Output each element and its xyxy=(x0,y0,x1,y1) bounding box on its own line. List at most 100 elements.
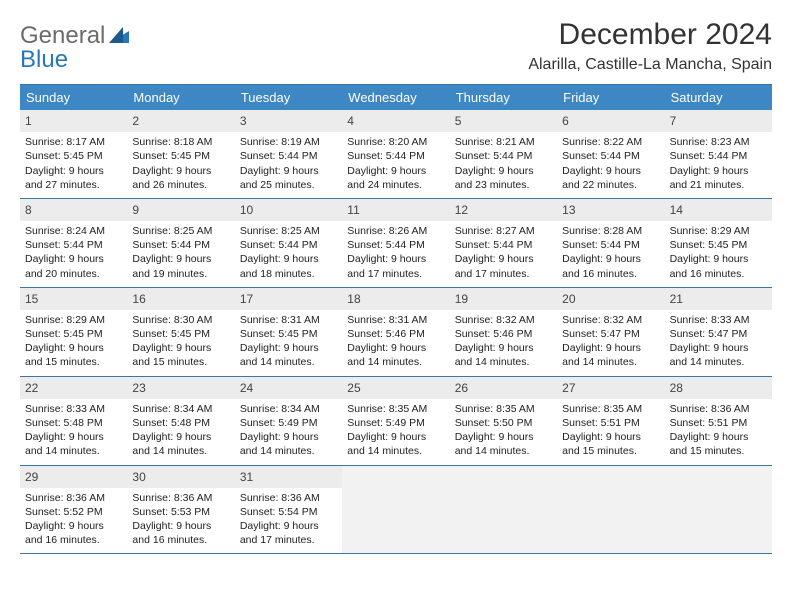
day-daylight1: Daylight: 9 hours xyxy=(562,341,659,355)
calendar-day: 27Sunrise: 8:35 AMSunset: 5:51 PMDayligh… xyxy=(557,377,664,465)
day-content: Sunrise: 8:35 AMSunset: 5:49 PMDaylight:… xyxy=(342,402,449,459)
day-daylight1: Daylight: 9 hours xyxy=(455,341,552,355)
day-sunset: Sunset: 5:44 PM xyxy=(240,238,337,252)
day-number: 26 xyxy=(450,377,557,399)
day-sunset: Sunset: 5:45 PM xyxy=(25,149,122,163)
day-daylight1: Daylight: 9 hours xyxy=(25,430,122,444)
day-content: Sunrise: 8:18 AMSunset: 5:45 PMDaylight:… xyxy=(127,135,234,192)
day-content: Sunrise: 8:25 AMSunset: 5:44 PMDaylight:… xyxy=(127,224,234,281)
day-daylight2: and 20 minutes. xyxy=(25,267,122,281)
day-daylight2: and 14 minutes. xyxy=(347,355,444,369)
day-daylight2: and 21 minutes. xyxy=(670,178,767,192)
day-daylight1: Daylight: 9 hours xyxy=(132,164,229,178)
day-daylight2: and 14 minutes. xyxy=(240,444,337,458)
calendar-day: 1 Sunrise: 8:17 AMSunset: 5:45 PMDaylight… xyxy=(20,110,127,198)
dow-wednesday: Wednesday xyxy=(342,85,449,110)
day-daylight2: and 16 minutes. xyxy=(25,533,122,547)
day-daylight1: Daylight: 9 hours xyxy=(240,519,337,533)
day-daylight2: and 15 minutes. xyxy=(562,444,659,458)
day-sunset: Sunset: 5:44 PM xyxy=(132,238,229,252)
day-daylight1: Daylight: 9 hours xyxy=(132,252,229,266)
calendar-day: 22Sunrise: 8:33 AMSunset: 5:48 PMDayligh… xyxy=(20,377,127,465)
day-number: 7 xyxy=(665,110,772,132)
day-daylight1: Daylight: 9 hours xyxy=(25,519,122,533)
calendar-day: 26Sunrise: 8:35 AMSunset: 5:50 PMDayligh… xyxy=(450,377,557,465)
day-daylight1: Daylight: 9 hours xyxy=(25,164,122,178)
day-daylight1: Daylight: 9 hours xyxy=(562,252,659,266)
day-sunrise: Sunrise: 8:23 AM xyxy=(670,135,767,149)
day-daylight1: Daylight: 9 hours xyxy=(240,430,337,444)
day-number: 13 xyxy=(557,199,664,221)
day-daylight2: and 16 minutes. xyxy=(132,533,229,547)
day-daylight2: and 18 minutes. xyxy=(240,267,337,281)
day-daylight1: Daylight: 9 hours xyxy=(347,164,444,178)
day-daylight1: Daylight: 9 hours xyxy=(132,430,229,444)
day-sunset: Sunset: 5:45 PM xyxy=(25,327,122,341)
calendar-day: 20 Sunrise: 8:32 AMSunset: 5:47 PMDayligh… xyxy=(557,288,664,376)
day-number: 9 xyxy=(127,199,234,221)
day-content: Sunrise: 8:20 AMSunset: 5:44 PMDaylight:… xyxy=(342,135,449,192)
day-number: 17 xyxy=(235,288,342,310)
day-sunrise: Sunrise: 8:26 AM xyxy=(347,224,444,238)
day-content: Sunrise: 8:36 AMSunset: 5:53 PMDaylight:… xyxy=(127,491,234,548)
dow-saturday: Saturday xyxy=(665,85,772,110)
day-daylight1: Daylight: 9 hours xyxy=(240,164,337,178)
day-sunrise: Sunrise: 8:17 AM xyxy=(25,135,122,149)
day-number: 1 xyxy=(20,110,127,132)
weeks-container: 1Sunrise: 8:17 AMSunset: 5:45 PMDaylight… xyxy=(20,110,772,553)
day-number: 20 xyxy=(557,288,664,310)
day-sunrise: Sunrise: 8:35 AM xyxy=(562,402,659,416)
day-sunrise: Sunrise: 8:35 AM xyxy=(347,402,444,416)
day-daylight1: Daylight: 9 hours xyxy=(240,341,337,355)
day-daylight2: and 19 minutes. xyxy=(132,267,229,281)
calendar-day: 18Sunrise: 8:31 AMSunset: 5:46 PMDayligh… xyxy=(342,288,449,376)
calendar-week: 29Sunrise: 8:36 AMSunset: 5:52 PMDayligh… xyxy=(20,465,772,554)
day-sunset: Sunset: 5:49 PM xyxy=(240,416,337,430)
day-number: 27 xyxy=(557,377,664,399)
day-sunset: Sunset: 5:44 PM xyxy=(455,238,552,252)
day-number: 21 xyxy=(665,288,772,310)
day-number: 2 xyxy=(127,110,234,132)
day-daylight1: Daylight: 9 hours xyxy=(562,164,659,178)
location-text: Alarilla, Castille-La Mancha, Spain xyxy=(528,56,772,74)
day-daylight2: and 15 minutes. xyxy=(25,355,122,369)
day-sunrise: Sunrise: 8:32 AM xyxy=(562,313,659,327)
day-content: Sunrise: 8:36 AMSunset: 5:52 PMDaylight:… xyxy=(20,491,127,548)
calendar-day: 9 Sunrise: 8:25 AMSunset: 5:44 PMDaylight… xyxy=(127,199,234,287)
day-sunrise: Sunrise: 8:29 AM xyxy=(25,313,122,327)
day-daylight2: and 14 minutes. xyxy=(670,355,767,369)
day-daylight2: and 17 minutes. xyxy=(240,533,337,547)
day-sunrise: Sunrise: 8:36 AM xyxy=(670,402,767,416)
logo-text-blue: Blue xyxy=(20,48,129,72)
day-sunset: Sunset: 5:54 PM xyxy=(240,505,337,519)
day-daylight2: and 25 minutes. xyxy=(240,178,337,192)
day-daylight2: and 16 minutes. xyxy=(562,267,659,281)
day-daylight1: Daylight: 9 hours xyxy=(455,430,552,444)
day-daylight1: Daylight: 9 hours xyxy=(670,341,767,355)
day-sunrise: Sunrise: 8:29 AM xyxy=(670,224,767,238)
day-sunset: Sunset: 5:44 PM xyxy=(25,238,122,252)
day-number: 14 xyxy=(665,199,772,221)
day-sunrise: Sunrise: 8:21 AM xyxy=(455,135,552,149)
day-number: 23 xyxy=(127,377,234,399)
day-number: 24 xyxy=(235,377,342,399)
day-daylight2: and 15 minutes. xyxy=(670,444,767,458)
day-number: 3 xyxy=(235,110,342,132)
day-number: 12 xyxy=(450,199,557,221)
day-daylight1: Daylight: 9 hours xyxy=(347,252,444,266)
day-daylight2: and 14 minutes. xyxy=(25,444,122,458)
day-content: Sunrise: 8:22 AMSunset: 5:44 PMDaylight:… xyxy=(557,135,664,192)
day-sunset: Sunset: 5:52 PM xyxy=(25,505,122,519)
calendar-week: 1Sunrise: 8:17 AMSunset: 5:45 PMDaylight… xyxy=(20,110,772,198)
day-of-week-header: Sunday Monday Tuesday Wednesday Thursday… xyxy=(20,85,772,110)
day-sunset: Sunset: 5:44 PM xyxy=(347,238,444,252)
day-sunset: Sunset: 5:44 PM xyxy=(562,149,659,163)
day-content: Sunrise: 8:19 AMSunset: 5:44 PMDaylight:… xyxy=(235,135,342,192)
dow-monday: Monday xyxy=(127,85,234,110)
day-daylight1: Daylight: 9 hours xyxy=(670,252,767,266)
day-sunset: Sunset: 5:45 PM xyxy=(132,327,229,341)
day-content: Sunrise: 8:32 AMSunset: 5:47 PMDaylight:… xyxy=(557,313,664,370)
day-sunrise: Sunrise: 8:33 AM xyxy=(25,402,122,416)
day-content: Sunrise: 8:31 AMSunset: 5:45 PMDaylight:… xyxy=(235,313,342,370)
calendar-day: 31Sunrise: 8:36 AMSunset: 5:54 PMDayligh… xyxy=(235,466,342,554)
